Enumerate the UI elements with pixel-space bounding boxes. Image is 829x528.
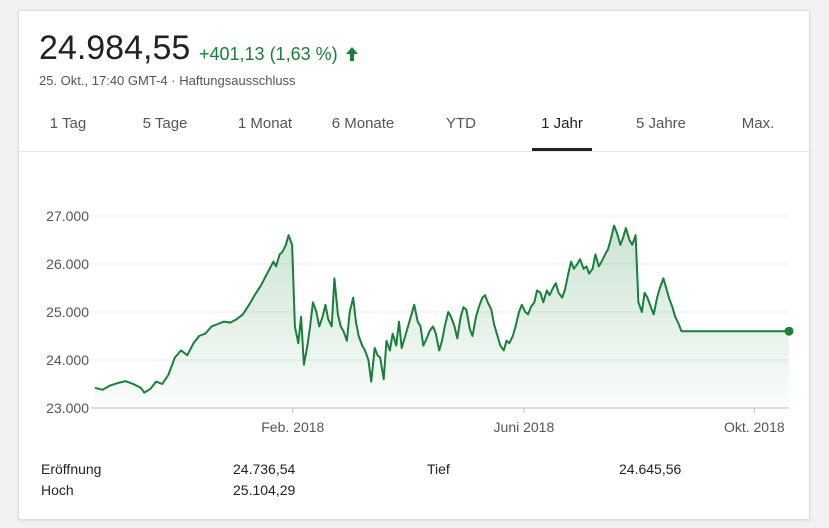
x-tick-label: Juni 2018 [494,419,555,435]
tab-6-monate[interactable]: 6 Monate [319,111,407,151]
meta-separator: · [171,73,176,88]
price-change: +401,13 (1,63 %) [199,45,359,65]
price-chart[interactable]: 27.000 26.000 25.000 24.000 23.000 Feb. 2018 J… [19,152,809,452]
low-value: 24.645,56 [619,461,682,477]
price-meta: 25. Okt., 17:40 GMT-4 · Haftungsausschlu… [39,73,296,88]
timestamp: 25. Okt., 17:40 GMT-4 [39,73,168,88]
stock-card: 24.984,55 +401,13 (1,63 %) 25. Okt., 17:… [18,10,810,520]
y-tick-label: 27.000 [46,208,89,224]
tab-5-jahre[interactable]: 5 Jahre [625,111,697,151]
tab-label: 5 Tage [142,115,188,132]
open-label: Eröffnung [41,461,102,477]
tab-label: 1 Monat [237,115,293,132]
y-tick-label: 26.000 [46,256,89,272]
low-label: Tief [427,461,450,477]
high-value: 25.104,29 [233,482,296,498]
tab-label: Max. [741,115,775,132]
tab-1-tag[interactable]: 1 Tag [29,111,107,151]
y-tick-label: 23.000 [46,400,89,416]
tab-label: 1 Tag [49,115,87,132]
tab-5-tage[interactable]: 5 Tage [126,111,204,151]
tab-label: 1 Jahr [541,115,583,132]
tabs-divider [19,151,809,152]
last-price-point [784,326,794,336]
tab-1-monat[interactable]: 1 Monat [223,111,307,151]
x-tick-label: Okt. 2018 [724,419,785,435]
y-tick-label: 25.000 [46,304,89,320]
series-line [94,224,789,394]
price-change-text: +401,13 (1,63 %) [199,44,338,64]
high-label: Hoch [41,482,74,498]
disclaimer-link[interactable]: Haftungsausschluss [179,73,296,88]
open-value: 24.736,54 [233,461,296,477]
series-area [95,225,789,408]
tab-label: YTD [446,115,476,132]
current-price: 24.984,55 [39,29,191,67]
arrow-up-icon [345,46,359,65]
tab-label: 5 Jahre [635,115,687,132]
y-tick-label: 24.000 [46,352,89,368]
tab-ytd[interactable]: YTD [431,111,491,151]
range-tabs: 1 Tag 5 Tage 1 Monat 6 Monate YTD 1 Jahr… [19,111,809,151]
tab-label: 6 Monate [331,115,395,132]
tab-max[interactable]: Max. [727,111,789,151]
x-tick-label: Feb. 2018 [261,419,324,435]
tab-1-jahr[interactable]: 1 Jahr [532,111,592,151]
